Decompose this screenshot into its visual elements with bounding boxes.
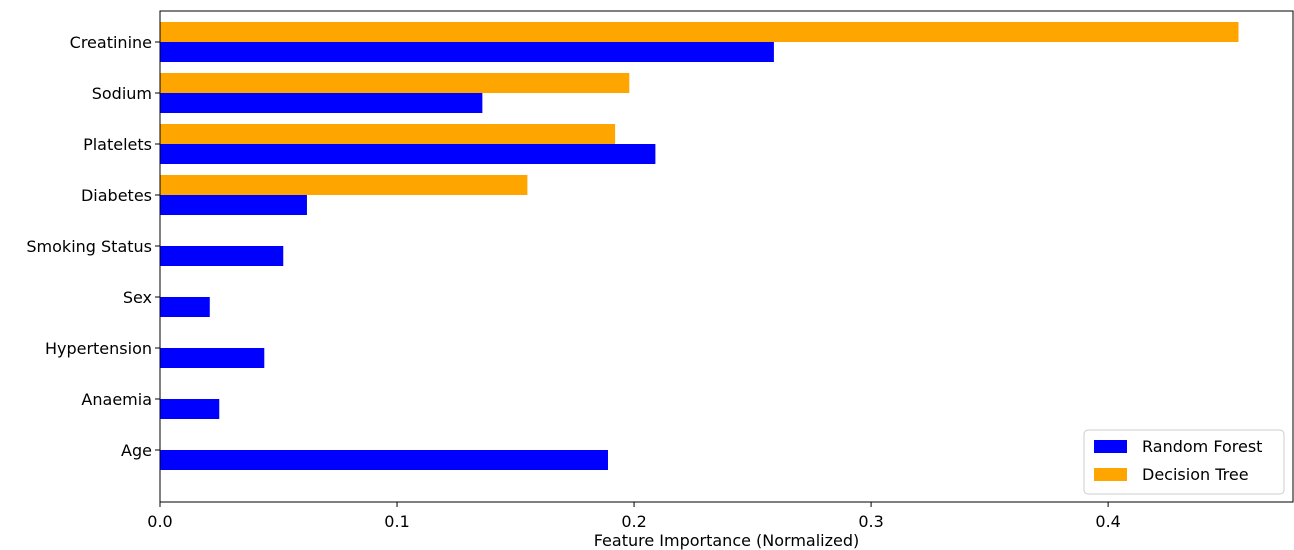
y-tick-label-anaemia: Anaemia (81, 390, 152, 409)
bar-decision-tree-platelets (160, 124, 616, 144)
bar-random-forest-smoking-status (160, 246, 284, 266)
x-tick-label: 0.3 (858, 512, 883, 531)
bar-random-forest-creatinine (160, 42, 774, 62)
bar-random-forest-anaemia (160, 399, 220, 419)
y-tick-label-platelets: Platelets (83, 135, 152, 154)
bar-random-forest-age (160, 450, 608, 470)
bar-random-forest-platelets (160, 144, 656, 164)
bar-random-forest-sex (160, 297, 210, 317)
x-tick-label: 0.0 (147, 512, 172, 531)
y-axis-ticks: Age Anaemia Hypertension Sex Smoking Status D… (26, 33, 160, 460)
x-tick-label: 0.2 (621, 512, 646, 531)
x-axis-ticks: 0.0 0.1 0.2 0.3 0.4 (147, 502, 1121, 531)
y-tick-label-creatinine: Creatinine (70, 33, 152, 52)
legend-label-decision-tree: Decision Tree (1142, 465, 1249, 484)
legend-label-random-forest: Random Forest (1142, 437, 1262, 456)
x-axis-label: Feature Importance (Normalized) (594, 531, 860, 550)
legend-swatch-decision-tree (1094, 468, 1127, 481)
bar-decision-tree-diabetes (160, 175, 528, 195)
y-tick-label-smoking-status: Smoking Status (26, 237, 152, 256)
legend: Random Forest Decision Tree (1083, 429, 1285, 495)
y-tick-label-hypertension: Hypertension (45, 339, 152, 358)
bar-decision-tree-creatinine (160, 22, 1239, 42)
y-tick-label-age: Age (121, 441, 152, 460)
bar-random-forest-diabetes (160, 195, 307, 215)
x-tick-label: 0.1 (384, 512, 409, 531)
bar-random-forest-sodium (160, 93, 483, 113)
y-tick-label-sex: Sex (123, 288, 152, 307)
x-tick-label: 0.4 (1095, 512, 1120, 531)
y-tick-label-diabetes: Diabetes (81, 186, 152, 205)
plot-frame (159, 10, 1294, 503)
bars-group (160, 22, 1239, 470)
bar-decision-tree-sodium (160, 73, 630, 93)
y-tick-label-sodium: Sodium (92, 84, 152, 103)
bar-random-forest-hypertension (160, 348, 265, 368)
legend-swatch-random-forest (1094, 440, 1127, 453)
legend-box (1083, 429, 1285, 495)
